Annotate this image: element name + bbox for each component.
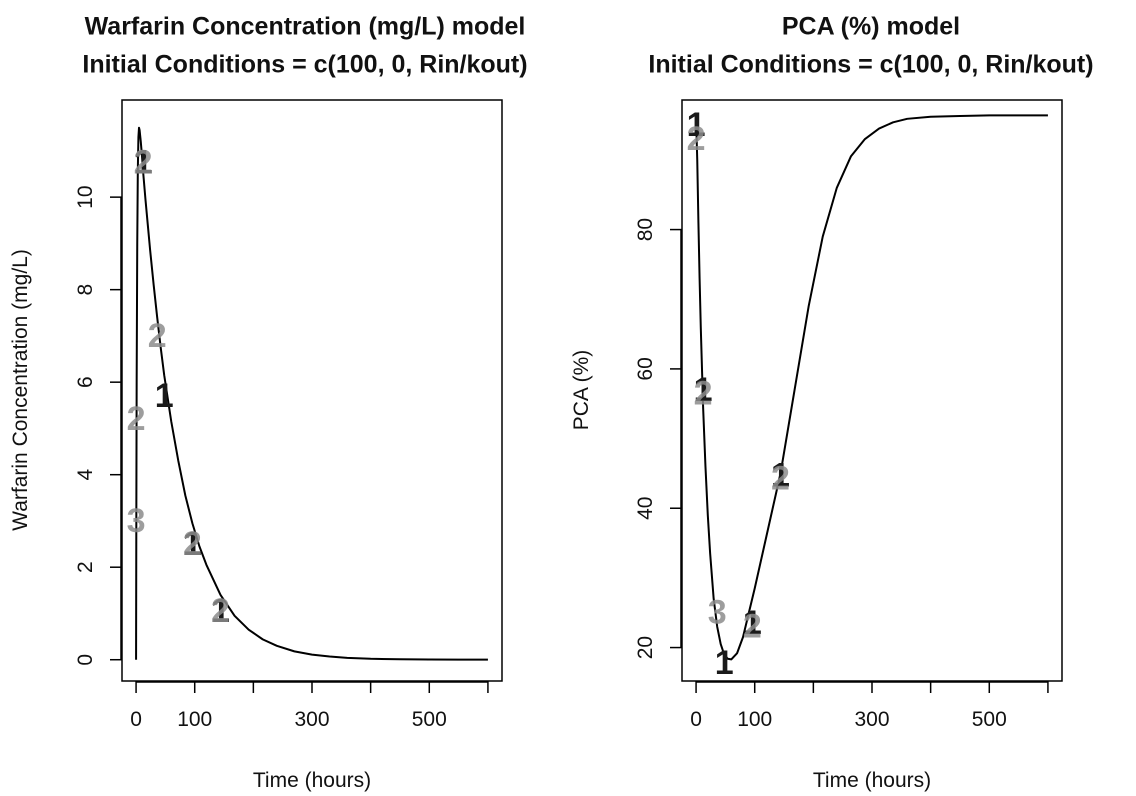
x-tick-label: 500 bbox=[412, 708, 447, 731]
x-tick-label: 100 bbox=[737, 708, 772, 731]
data-point-label: 1 bbox=[134, 143, 153, 181]
data-point-label: 1 bbox=[183, 525, 202, 563]
data-point-label: 2 bbox=[771, 459, 790, 497]
chart-panel-1: Warfarin Concentration (mg/L) model Initi… bbox=[9, 13, 528, 792]
x-tick-label: 300 bbox=[294, 708, 329, 731]
y-tick-label: 0 bbox=[74, 654, 97, 666]
data-point-label: 2 bbox=[687, 120, 706, 158]
data-point-label: 3 bbox=[127, 502, 146, 540]
data-point-label: 2 bbox=[127, 400, 146, 438]
data-point-label: 2 bbox=[743, 608, 762, 646]
data-point-label: 1 bbox=[694, 371, 713, 409]
chart-title-line-2: Initial Conditions = c(100, 0, Rin/kout) bbox=[82, 51, 527, 79]
data-point-label: 2 bbox=[211, 592, 230, 630]
data-point-label: 1 bbox=[155, 377, 174, 415]
data-point-label: 2 bbox=[148, 317, 167, 355]
x-tick-label: 100 bbox=[177, 708, 212, 731]
y-tick-label: 6 bbox=[74, 376, 97, 388]
y-axis-label: PCA (%) bbox=[570, 350, 593, 431]
y-tick-label: 2 bbox=[74, 561, 97, 573]
y-tick-label: 80 bbox=[634, 218, 657, 241]
y-tick-label: 10 bbox=[74, 185, 97, 208]
data-point-label: 3 bbox=[708, 594, 727, 632]
data-point-label: 1 bbox=[771, 456, 790, 494]
data-point-label: 2 bbox=[183, 525, 202, 563]
y-tick-label: 8 bbox=[74, 284, 97, 296]
chart-panel-2: PCA (%) model Initial Conditions = c(100,… bbox=[570, 13, 1094, 792]
data-point-label: 2 bbox=[134, 143, 153, 181]
y-tick-label: 20 bbox=[634, 636, 657, 659]
x-tick-label: 0 bbox=[130, 708, 142, 731]
data-point-label: 1 bbox=[743, 604, 762, 642]
x-tick-label: 500 bbox=[972, 708, 1007, 731]
y-axis-label: Warfarin Concentration (mg/L) bbox=[9, 249, 32, 531]
data-point-label: 1 bbox=[687, 106, 706, 144]
x-axis-label: Time (hours) bbox=[813, 769, 931, 792]
data-point-label: 1 bbox=[715, 644, 734, 682]
x-tick-label: 0 bbox=[690, 708, 702, 731]
y-tick-label: 4 bbox=[74, 469, 97, 481]
data-point-label: 2 bbox=[694, 374, 713, 412]
x-axis-label: Time (hours) bbox=[253, 769, 371, 792]
chart-title-line-2: Initial Conditions = c(100, 0, Rin/kout) bbox=[648, 51, 1093, 79]
chart-title-line-1: PCA (%) model bbox=[782, 13, 960, 41]
series-line-1 bbox=[695, 114, 1048, 661]
data-point-label: 1 bbox=[211, 592, 230, 630]
x-tick-label: 300 bbox=[854, 708, 889, 731]
y-tick-label: 60 bbox=[634, 357, 657, 380]
y-tick-label: 40 bbox=[634, 497, 657, 520]
series-line-1 bbox=[135, 126, 488, 661]
chart-title-line-1: Warfarin Concentration (mg/L) model bbox=[85, 13, 526, 41]
